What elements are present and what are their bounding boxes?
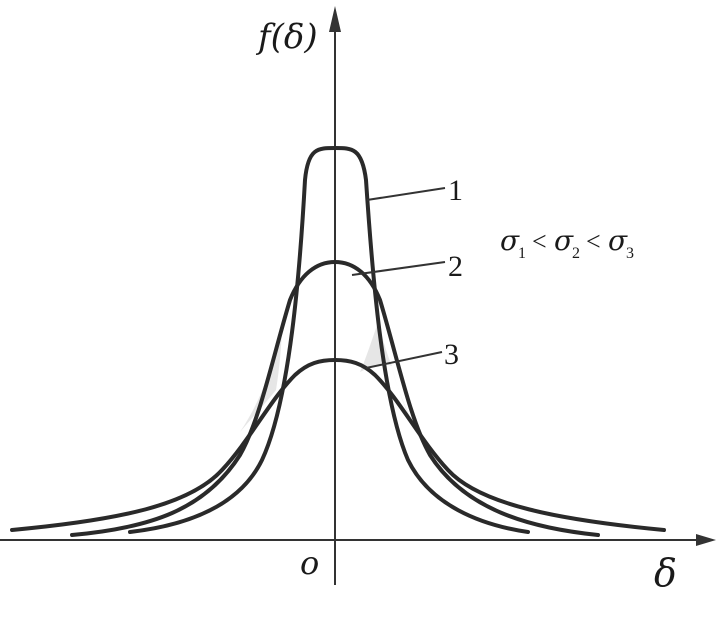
- sigma-3-sub: 3: [626, 245, 634, 262]
- y-axis-label: f(δ): [255, 17, 318, 57]
- curve-2: [70, 260, 600, 537]
- sigma-1-sub: 1: [518, 245, 526, 262]
- curve-1: [128, 146, 530, 534]
- sigma-3: σ: [608, 224, 628, 257]
- curve-3: [10, 358, 666, 532]
- curve-labels: 1 2 3: [444, 174, 463, 371]
- x-axis-arrow: [696, 534, 716, 546]
- sigma-1: σ: [500, 224, 520, 257]
- curves: [10, 146, 666, 537]
- axes: [0, 6, 716, 585]
- sigma-2-sub: 2: [572, 245, 580, 262]
- leader-1: [366, 187, 446, 201]
- curve-label-2: 2: [448, 250, 463, 283]
- sigma-relation: σ 1 < σ 2 < σ 3: [500, 224, 634, 262]
- sigma-2: σ: [554, 224, 574, 257]
- leader-2: [351, 261, 446, 276]
- lt-1: <: [532, 227, 547, 256]
- lt-2: <: [586, 227, 601, 256]
- origin-label: o: [300, 544, 319, 582]
- axis-labels: f(δ) δ o: [255, 17, 677, 595]
- curve-label-3: 3: [444, 338, 459, 371]
- leader-lines: [351, 187, 446, 369]
- leader-3: [365, 351, 443, 369]
- x-axis-label: δ: [654, 551, 677, 595]
- shade-left: [240, 322, 282, 432]
- curve-label-1: 1: [448, 174, 463, 207]
- y-axis-arrow: [329, 6, 341, 32]
